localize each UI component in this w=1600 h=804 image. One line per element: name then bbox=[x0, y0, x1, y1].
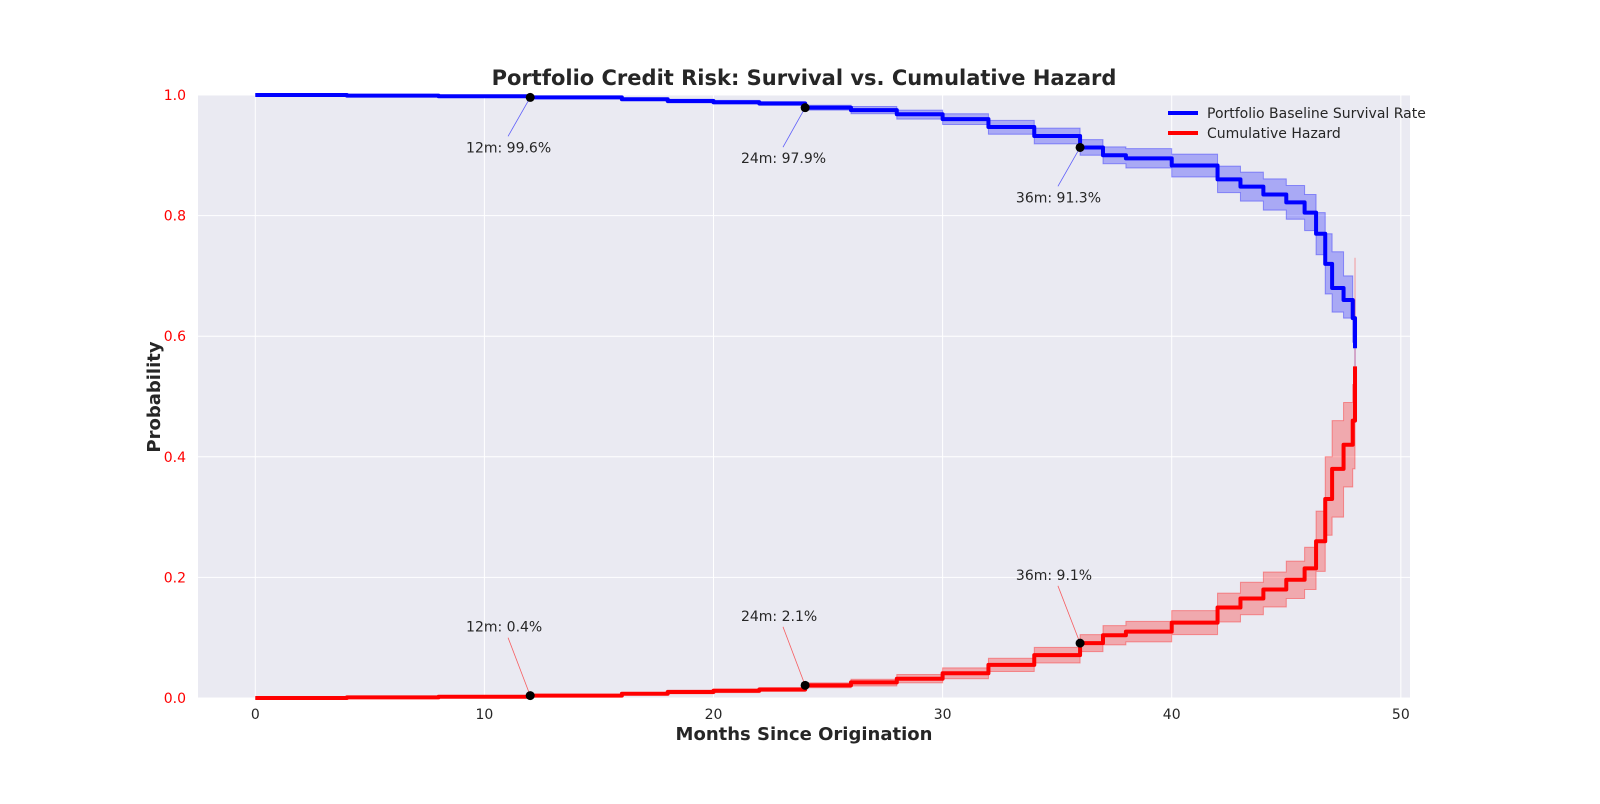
tick-labels: 0 10 20 30 40 50 0.0 0.2 0.4 0.6 0.8 1.0 bbox=[164, 88, 1410, 723]
annotation-label: 24m: 2.1% bbox=[741, 609, 817, 625]
annotation-marker bbox=[1075, 142, 1085, 152]
x-tick-label: 30 bbox=[934, 707, 952, 723]
annotation-label: 24m: 97.9% bbox=[741, 151, 826, 167]
annotation-label: 12m: 0.4% bbox=[466, 620, 542, 636]
y-tick-label: 0.8 bbox=[164, 209, 186, 225]
y-tick-label: 0.6 bbox=[164, 329, 186, 345]
annotation-label: 36m: 9.1% bbox=[1016, 568, 1092, 584]
annotation-marker bbox=[800, 103, 810, 113]
y-axis-label: Probability bbox=[144, 341, 165, 452]
legend-hazard-label: Cumulative Hazard bbox=[1207, 126, 1341, 142]
annotation-marker bbox=[525, 92, 535, 102]
x-tick-label: 0 bbox=[251, 707, 260, 723]
annotation-marker bbox=[525, 691, 535, 701]
x-tick-label: 10 bbox=[475, 707, 493, 723]
annotation-marker bbox=[800, 680, 810, 690]
annotations: 12m: 99.6% 24m: 97.9% 36m: 91.3% 12m: 0.4% 2… bbox=[466, 92, 1101, 701]
annotation-connector bbox=[782, 107, 806, 148]
annotation-connector bbox=[782, 626, 806, 686]
annotation-label: 36m: 91.3% bbox=[1016, 190, 1101, 206]
legend-survival-label: Portfolio Baseline Survival Rate bbox=[1207, 106, 1426, 122]
y-tick-label: 0.0 bbox=[164, 691, 186, 707]
annotation-marker bbox=[1075, 638, 1085, 648]
annotation-connector bbox=[507, 637, 531, 696]
y-tick-label: 1.0 bbox=[164, 88, 186, 104]
y-tick-label: 0.4 bbox=[164, 450, 186, 466]
x-tick-label: 50 bbox=[1392, 707, 1410, 723]
annotation-label: 12m: 99.6% bbox=[466, 140, 551, 156]
x-tick-label: 20 bbox=[705, 707, 723, 723]
annotation-connector bbox=[1057, 585, 1081, 644]
chart-title: Portfolio Credit Risk: Survival vs. Cumu… bbox=[492, 66, 1117, 90]
grid-lines bbox=[198, 94, 1410, 699]
x-tick-label: 40 bbox=[1163, 707, 1181, 723]
legend: Portfolio Baseline Survival Rate Cumulat… bbox=[1168, 106, 1426, 142]
y-tick-label: 0.2 bbox=[164, 570, 186, 586]
annotation-connector bbox=[1057, 147, 1081, 187]
plot-area-background bbox=[198, 95, 1410, 698]
x-axis-label: Months Since Origination bbox=[676, 724, 933, 745]
annotation-connector bbox=[507, 97, 531, 137]
